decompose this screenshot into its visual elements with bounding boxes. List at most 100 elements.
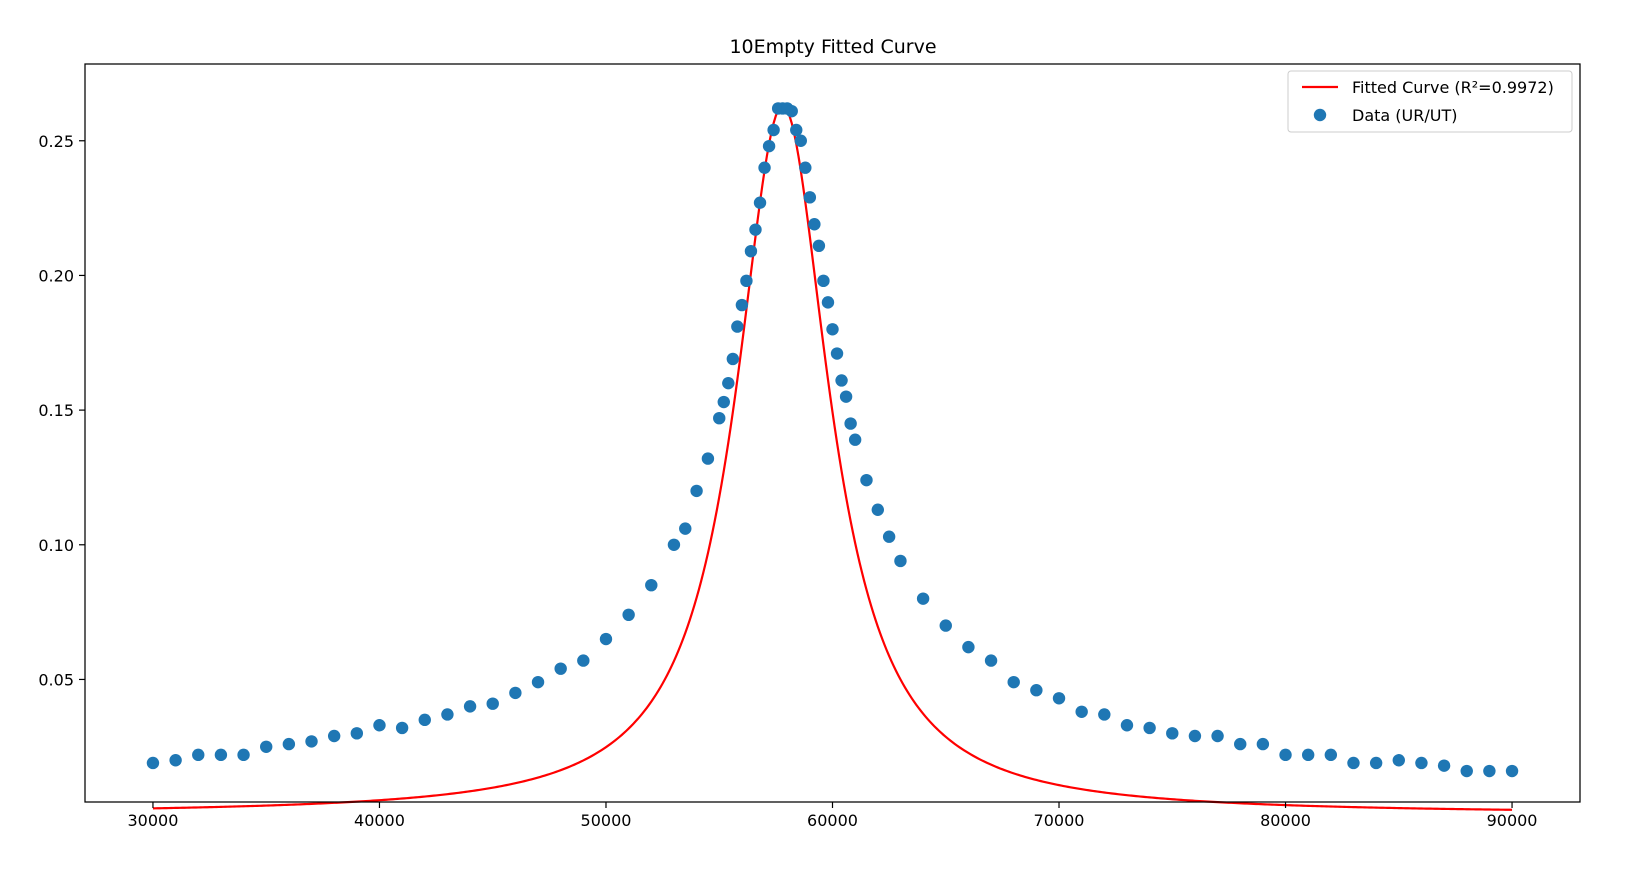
data-point bbox=[599, 632, 613, 646]
data-point bbox=[1483, 764, 1496, 778]
data-point bbox=[305, 735, 318, 748]
data-point bbox=[350, 727, 364, 740]
data-point bbox=[808, 218, 821, 231]
data-point bbox=[1369, 756, 1383, 770]
data-point bbox=[726, 352, 740, 366]
data-point bbox=[1211, 729, 1224, 743]
legend: Fitted Curve (R²=0.9972) Data (UR/UT) bbox=[1287, 70, 1573, 133]
data-point bbox=[835, 374, 848, 387]
data-point bbox=[1415, 756, 1428, 770]
data-point bbox=[1030, 684, 1043, 697]
data-point bbox=[731, 320, 744, 333]
data-point bbox=[826, 323, 839, 336]
data-point bbox=[749, 223, 762, 236]
data-point bbox=[701, 452, 715, 465]
data-point bbox=[767, 123, 780, 137]
legend-data-marker bbox=[1313, 108, 1327, 122]
data-point bbox=[509, 686, 522, 700]
data-point bbox=[237, 748, 250, 762]
data-point bbox=[1505, 764, 1519, 778]
data-point bbox=[812, 239, 826, 253]
data-point bbox=[916, 592, 930, 605]
data-point bbox=[984, 654, 998, 667]
x-tick-label: 30000 bbox=[128, 811, 179, 830]
data-point bbox=[1324, 748, 1338, 762]
data-point bbox=[848, 433, 862, 446]
data-point bbox=[214, 748, 228, 762]
x-tick-label: 70000 bbox=[1034, 811, 1085, 830]
data-point bbox=[803, 191, 817, 204]
data-point bbox=[1256, 737, 1270, 751]
data-point bbox=[860, 473, 873, 487]
x-tick-label: 80000 bbox=[1260, 811, 1311, 830]
data-point bbox=[717, 395, 730, 409]
data-point bbox=[282, 737, 296, 751]
data-point bbox=[146, 756, 160, 770]
data-point bbox=[758, 161, 771, 174]
y-tick-label: 0.20 bbox=[38, 266, 74, 285]
data-point bbox=[418, 713, 431, 727]
data-point bbox=[1007, 675, 1020, 689]
x-tick-label: 50000 bbox=[581, 811, 632, 830]
data-point bbox=[1234, 737, 1247, 751]
data-point bbox=[1460, 764, 1473, 778]
y-tick-label: 0.25 bbox=[38, 132, 74, 151]
data-point bbox=[645, 578, 658, 592]
data-point bbox=[486, 697, 499, 710]
data-point bbox=[785, 104, 798, 118]
data-point bbox=[753, 196, 767, 209]
data-point bbox=[762, 139, 776, 153]
data-point bbox=[1347, 756, 1360, 770]
data-point bbox=[1188, 729, 1202, 743]
data-point bbox=[799, 161, 812, 174]
legend-label-data: Data (UR/UT) bbox=[1352, 106, 1457, 125]
x-tick-label: 90000 bbox=[1487, 811, 1538, 830]
data-point bbox=[713, 411, 726, 425]
data-point bbox=[1166, 727, 1179, 740]
data-point bbox=[441, 708, 454, 721]
data-point bbox=[939, 619, 952, 632]
data-point bbox=[531, 675, 545, 689]
data-point bbox=[1437, 759, 1451, 772]
data-point bbox=[690, 484, 703, 498]
data-point bbox=[735, 298, 749, 312]
data-point bbox=[844, 417, 857, 430]
data-point bbox=[817, 274, 830, 288]
data-point bbox=[260, 740, 273, 753]
data-point bbox=[1279, 748, 1292, 762]
data-point bbox=[830, 347, 844, 360]
data-point bbox=[373, 719, 386, 732]
data-point bbox=[1052, 692, 1066, 705]
data-point bbox=[395, 721, 409, 735]
data-point bbox=[882, 530, 896, 543]
data-point bbox=[871, 503, 884, 516]
y-axis: 0.05 0.10 0.15 0.20 0.25 bbox=[38, 132, 85, 689]
y-tick-label: 0.10 bbox=[38, 536, 74, 555]
data-point bbox=[839, 390, 853, 403]
data-point bbox=[722, 376, 735, 390]
data-point bbox=[744, 244, 758, 258]
data-point bbox=[821, 296, 835, 309]
data-point bbox=[794, 134, 807, 147]
data-point bbox=[622, 608, 635, 622]
data-point bbox=[790, 123, 803, 137]
x-axis: 30000 40000 50000 60000 70000 80000 90000 bbox=[128, 802, 1538, 830]
chart-title: 10Empty Fitted Curve bbox=[729, 36, 936, 58]
legend-box bbox=[1287, 70, 1573, 133]
data-point bbox=[169, 754, 182, 767]
data-point bbox=[1143, 721, 1156, 735]
data-point bbox=[667, 538, 681, 551]
data-point bbox=[1120, 719, 1134, 732]
plot-area bbox=[146, 102, 1519, 811]
data-point bbox=[463, 700, 477, 713]
x-tick-label: 60000 bbox=[807, 811, 858, 830]
x-tick-label: 40000 bbox=[354, 811, 405, 830]
data-point bbox=[1392, 754, 1405, 767]
data-point bbox=[962, 640, 975, 654]
data-point bbox=[679, 522, 692, 535]
data-point bbox=[327, 729, 341, 743]
data-point bbox=[1098, 708, 1111, 721]
data-point bbox=[192, 748, 205, 762]
